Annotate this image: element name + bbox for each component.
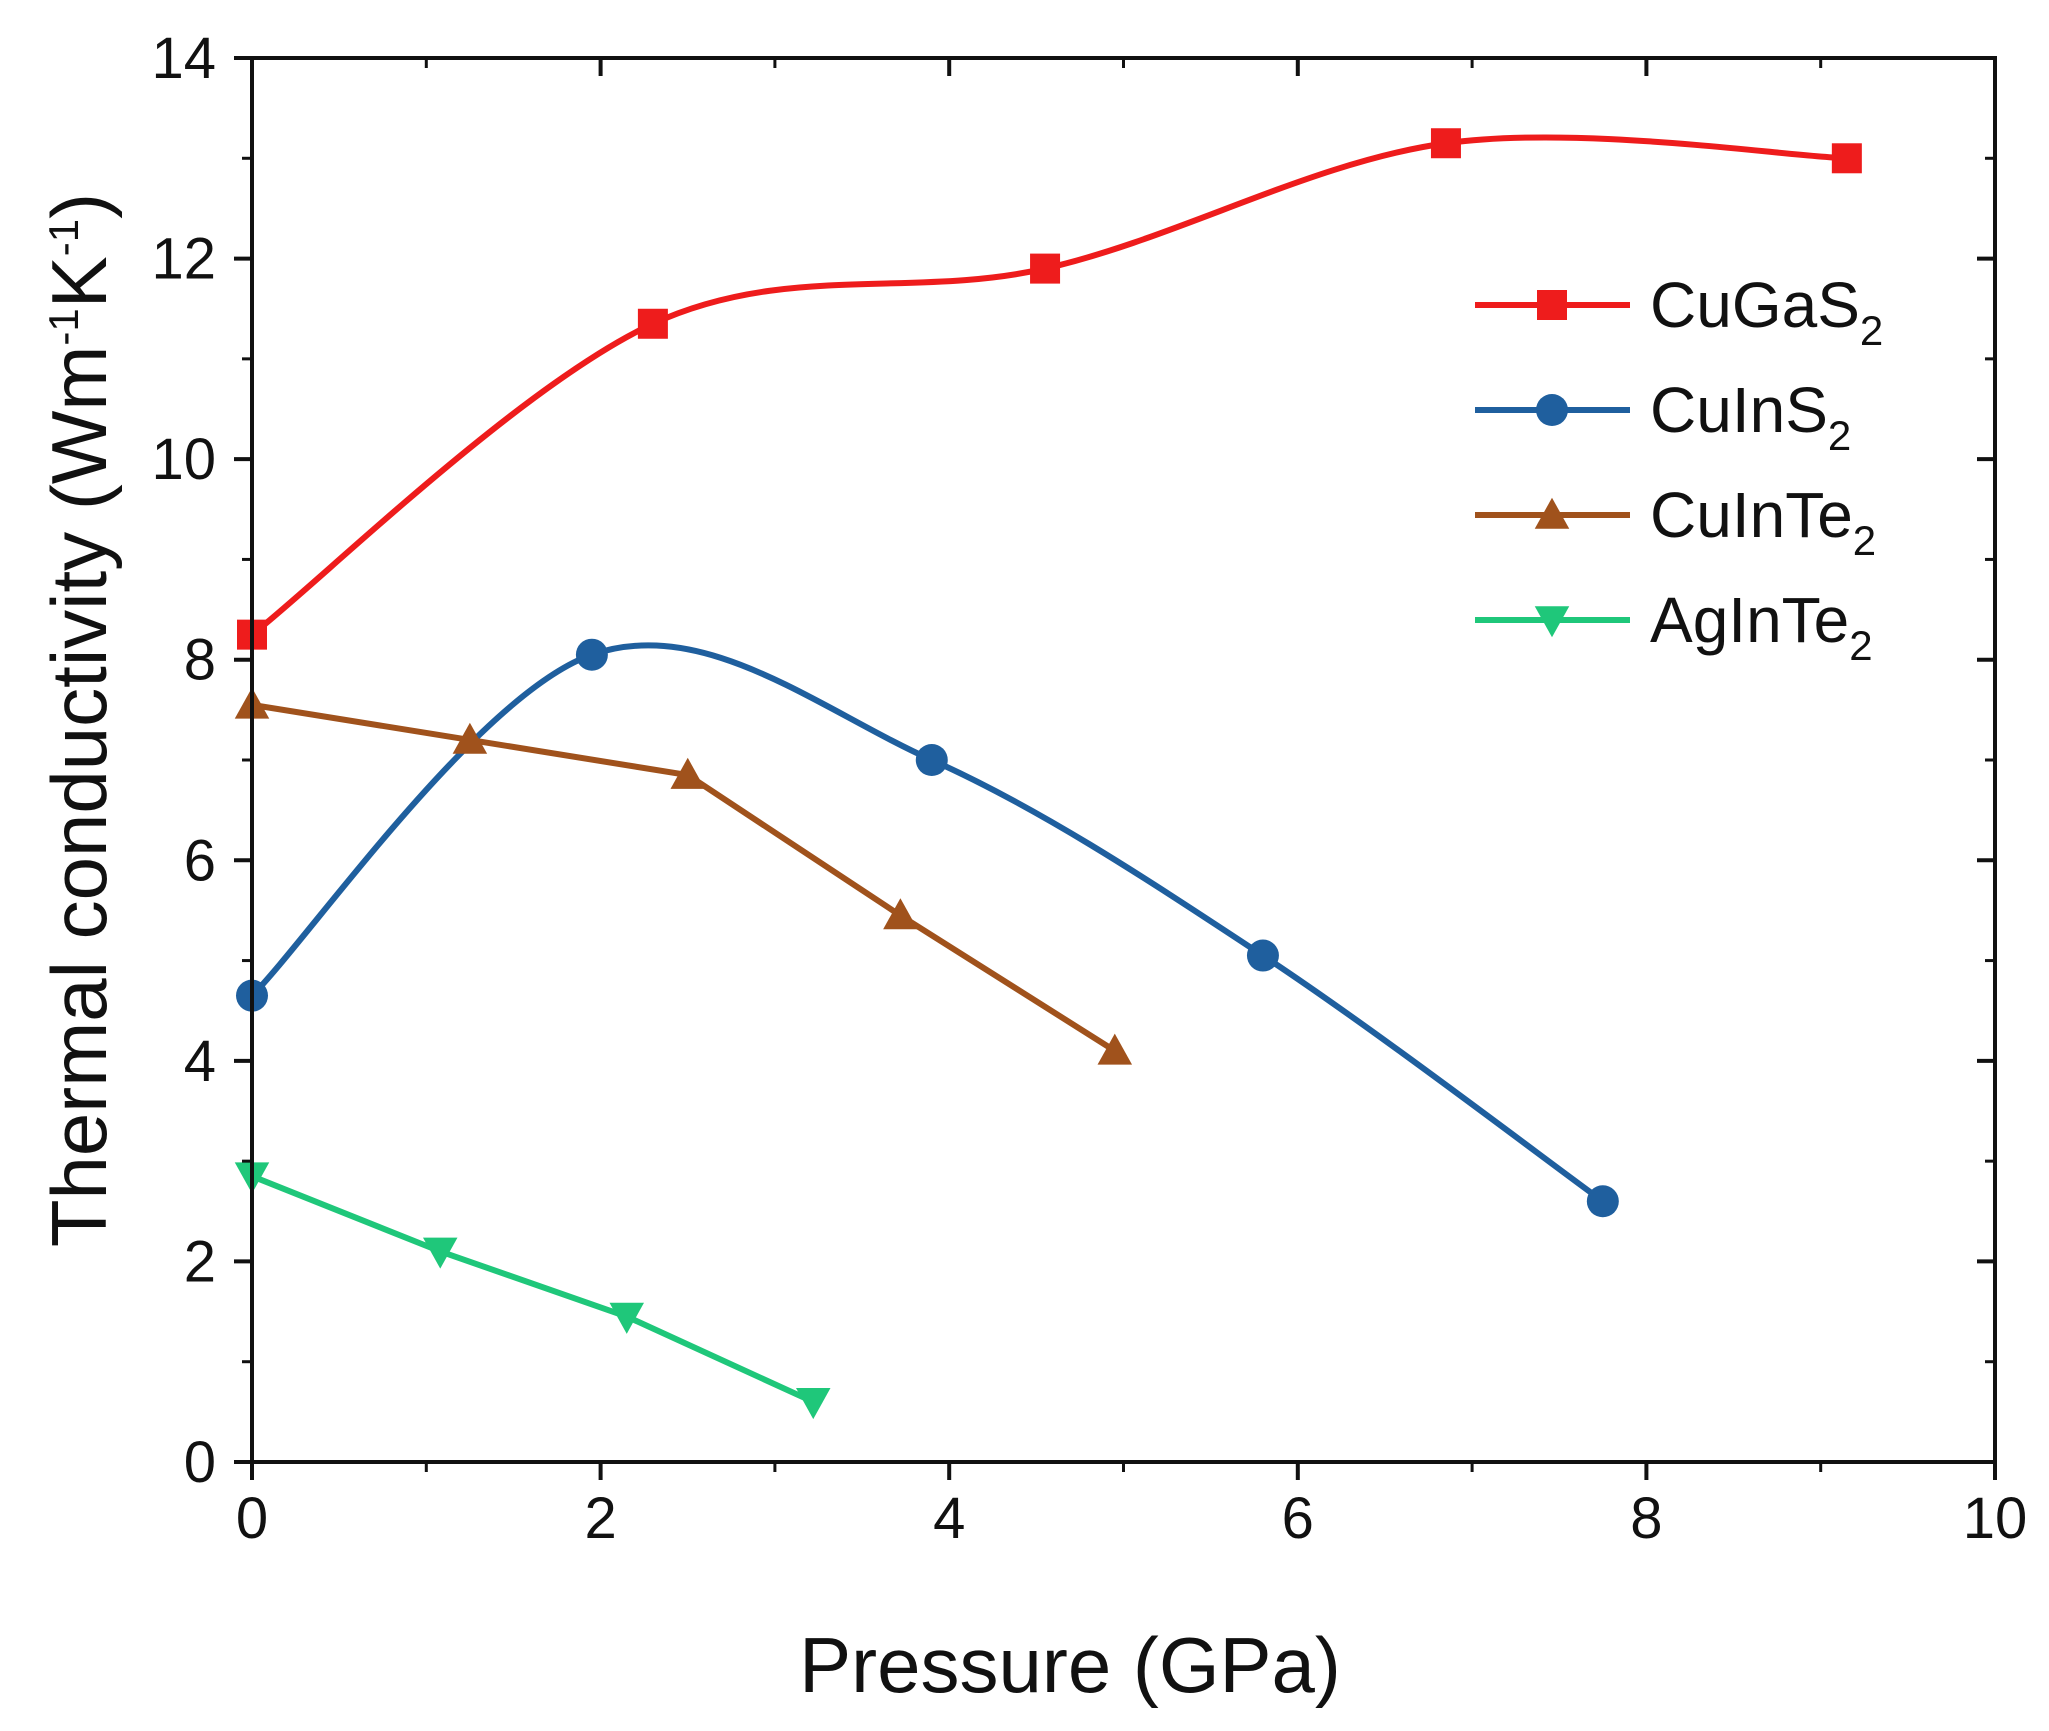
y-tick-label: 8: [184, 628, 216, 693]
series-line: [251, 701, 1117, 1054]
data-point: [609, 1302, 644, 1334]
data-point: [795, 1388, 831, 1420]
x-tick-label: 6: [1282, 1486, 1314, 1551]
y-tick-label: 6: [184, 828, 216, 893]
series-line: [249, 642, 1605, 1204]
axes: 0 2 4 6 8 10 0 2 4 6 8 10 12 14: [151, 26, 2027, 1551]
x-tick-label: 10: [1963, 1486, 2028, 1551]
legend-label: CuInTe2: [1650, 479, 1876, 564]
series-line: [250, 1173, 815, 1405]
legend-label: CuGaS2: [1650, 269, 1883, 354]
series-cuins: [236, 638, 1619, 1218]
data-point: [915, 744, 948, 776]
series-aginte: [234, 1162, 831, 1420]
y-axis-title: Thermal conductivity (Wm-1K-1): [35, 193, 123, 1247]
data-point: [575, 638, 608, 671]
x-tick-label: 4: [933, 1486, 965, 1551]
series-cuinte: [234, 687, 1133, 1065]
data-point: [1430, 128, 1461, 159]
y-tick-label: 12: [151, 227, 216, 292]
legend-label: CuInS2: [1650, 374, 1851, 459]
data-point: [1030, 253, 1061, 284]
y-tick-label: 0: [184, 1430, 216, 1495]
legend-marker: [1534, 606, 1570, 638]
data-point: [1586, 1185, 1619, 1218]
series-layer: [234, 128, 1862, 1420]
legend-label: AgInTe2: [1650, 584, 1873, 669]
y-tick-label: 10: [151, 427, 216, 492]
data-point: [1097, 1033, 1133, 1065]
data-point: [670, 757, 705, 789]
x-tick-label: 2: [584, 1486, 616, 1551]
legend: CuGaS2 CuInS2 CuInTe2 AgInTe2: [1475, 269, 1883, 669]
data-point: [1246, 939, 1279, 972]
series-line: [250, 134, 1847, 638]
legend-marker: [1534, 497, 1570, 529]
legend-marker: [1536, 394, 1568, 426]
series-cugas: [237, 128, 1862, 650]
data-point: [637, 308, 668, 339]
x-axis-title: Pressure (GPa): [799, 1621, 1341, 1709]
data-point: [1831, 143, 1862, 174]
data-point: [452, 722, 488, 754]
y-tick-label: 2: [184, 1229, 216, 1294]
data-point: [422, 1237, 458, 1269]
y-tick-label: 14: [151, 26, 216, 91]
legend-marker: [1537, 290, 1567, 320]
x-tick-label: 8: [1630, 1486, 1662, 1551]
y-tick-label: 4: [184, 1029, 216, 1094]
x-tick-label: 0: [236, 1486, 268, 1551]
data-point: [883, 898, 918, 930]
